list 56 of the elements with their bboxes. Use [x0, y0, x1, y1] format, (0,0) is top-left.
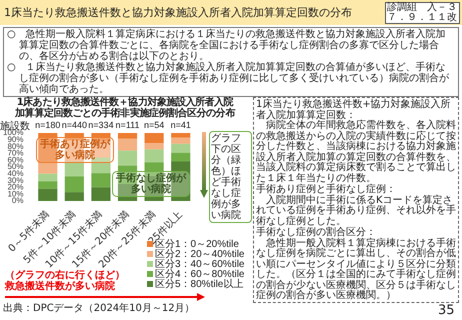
y-tick-label: 60% [7, 155, 24, 164]
bar [38, 181, 58, 189]
y-tick-label: 30% [7, 176, 24, 185]
bar [171, 133, 190, 138]
annotation: n=54 [144, 120, 164, 130]
bar [64, 133, 84, 140]
annotation: n=440 [62, 120, 87, 130]
bar [118, 133, 138, 138]
text: ○ １床当たり救急搬送件数と協力対象施設入所者入院加算算定回数の合算値が多いほど、手術なし症例の割合が多い（手術なし症例を手術あり症例に比して多く受けいれている）病院の割合が高い傾向であった。 [7, 62, 450, 95]
bar [144, 149, 164, 162]
y-tick-label: 10% [7, 189, 24, 198]
bar [144, 133, 164, 144]
y-tick-label: 90% [7, 135, 24, 144]
legend-label: 区分2：20～40%tile [154, 249, 246, 260]
legend-label: 区分5：80%tile以上 [154, 279, 244, 290]
bar [91, 187, 111, 201]
y-tick-label: 20% [7, 182, 24, 192]
bar [64, 176, 84, 192]
text: グラフ下の区分（緑色）ほど手術なし症例が多い病院 [209, 131, 252, 223]
source-note: 出典：DPCデータ（2024年10月～12月） [3, 303, 195, 314]
annotation: n=180 [35, 120, 60, 130]
text: 施設数 [0, 121, 30, 132]
chart-title: 1床当たり救急搬送件数と協力対象施設入所者入院加算算定回数の分布 [4, 6, 352, 19]
bar [38, 174, 58, 182]
text: （グラフの右に行くほど）救急搬送件数が多い病院 [5, 270, 126, 292]
text: 診調組 入－３７．９．１１改 [385, 2, 460, 24]
chart-subtitle: 1床あたり救急搬送件数＋協力対象施設入所者入院加算算定回数ごとの手術非実施症例割合区分の分布 [14, 97, 236, 119]
y-tick-label: 50% [7, 162, 24, 172]
text: 急性期一般入院料１算定病棟における手術なし症例を病院ごとに算出し、その割合が低い順にパーセンタイル値により５区分に分類した。（区分１は全国的にみて手術なし症例の割合が少ない医療機関、区分５は手術なし症例の割合が多い医療機関。） [256, 238, 456, 302]
text: ○ 急性期一般入院料１算定病床における１床当たりの救急搬送件数と協力対象施設入所者入院加算算定回数の合算件数ごとに、各病院を全国における手術なし症例割合の多寡で区分した場合の、各区分が占める割合は以下のとおり。 [7, 29, 447, 62]
text: 病院全体の年間救急応需件数を、各入院料の救急搬送からの入院の実績件数に応じて按分した件数と、当該病棟における協力対象施設入所者入院加算の算定回数の合算件数を、当該入院料の算定病床数で割ることで算出した１床１年当たりの件数。 [256, 120, 456, 184]
y-tick-label: 70% [7, 148, 24, 158]
annotation: n=334 [88, 120, 114, 130]
annotation: n=111 [116, 120, 140, 130]
bar [38, 188, 58, 201]
bar [171, 152, 190, 162]
annotation: n=41 [170, 120, 191, 130]
bar [64, 192, 84, 201]
y-tick-label: 80% [7, 142, 24, 151]
bar [64, 162, 84, 177]
bar [144, 143, 164, 150]
text: 35 [438, 303, 455, 318]
bar [118, 138, 138, 151]
bar [38, 162, 58, 174]
text: 入院期間中に手術に係るKコードを算定されている症例を手術あり症例、それ以外を手術なし症例とした。 [256, 194, 456, 226]
y-tick-label: 40% [7, 169, 24, 178]
legend-label: 区分3：40～60%tile [154, 259, 246, 270]
bar [118, 150, 138, 166]
bar [171, 144, 190, 153]
legend-label: 区分4：60～80%tile [154, 269, 246, 280]
text: 手術なし症例の割合区分： [256, 227, 376, 238]
text: 手術あり症例と手術なし症例： [256, 184, 397, 195]
bar [91, 173, 111, 188]
text: 1床当たり救急搬送件数+協力対象施設入所者入院加算算定回数： [256, 99, 451, 120]
bar [171, 138, 190, 144]
y-tick-label: 0% [12, 196, 24, 206]
